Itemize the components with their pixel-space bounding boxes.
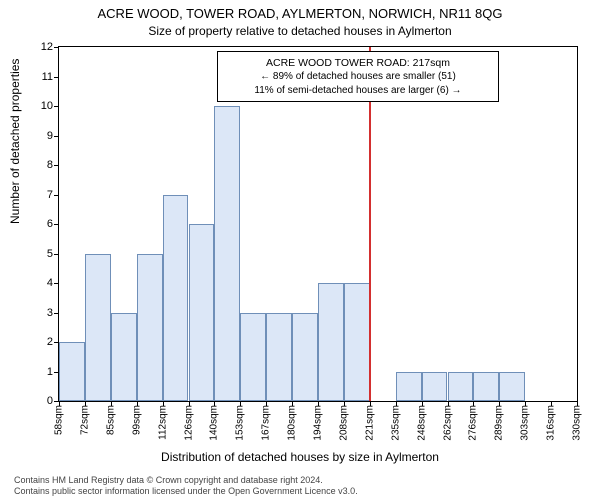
x-tick-label: 276sqm bbox=[468, 405, 479, 441]
annotation-line-larger: 11% of semi-detached houses are larger (… bbox=[225, 84, 491, 98]
x-tick-mark bbox=[163, 401, 164, 406]
x-tick-mark bbox=[59, 401, 60, 406]
chart-title-address: ACRE WOOD, TOWER ROAD, AYLMERTON, NORWIC… bbox=[0, 6, 600, 21]
x-tick-mark bbox=[499, 401, 500, 406]
histogram-bar bbox=[85, 254, 111, 402]
plot-area: 012345678910111258sqm72sqm85sqm99sqm112s… bbox=[58, 46, 578, 402]
x-tick-mark bbox=[396, 401, 397, 406]
x-tick-label: 194sqm bbox=[313, 405, 324, 441]
histogram-bar bbox=[163, 195, 189, 402]
y-tick-label: 5 bbox=[47, 248, 53, 260]
y-tick-label: 12 bbox=[41, 41, 53, 53]
histogram-bar bbox=[189, 224, 215, 401]
x-tick-label: 153sqm bbox=[235, 405, 246, 441]
footer-line-2: Contains public sector information licen… bbox=[14, 486, 358, 497]
annotation-title: ACRE WOOD TOWER ROAD: 217sqm bbox=[225, 56, 491, 70]
x-tick-mark bbox=[422, 401, 423, 406]
x-tick-label: 289sqm bbox=[494, 405, 505, 441]
histogram-bar bbox=[396, 372, 422, 402]
x-tick-label: 99sqm bbox=[131, 405, 142, 435]
footer-line-1: Contains HM Land Registry data © Crown c… bbox=[14, 475, 358, 486]
x-tick-mark bbox=[551, 401, 552, 406]
x-tick-mark bbox=[111, 401, 112, 406]
x-tick-label: 126sqm bbox=[183, 405, 194, 441]
x-tick-label: 316sqm bbox=[546, 405, 557, 441]
x-tick-mark bbox=[473, 401, 474, 406]
y-tick-mark bbox=[54, 77, 59, 78]
y-tick-mark bbox=[54, 313, 59, 314]
x-tick-mark bbox=[85, 401, 86, 406]
x-tick-label: 221sqm bbox=[364, 405, 375, 441]
x-tick-mark bbox=[370, 401, 371, 406]
x-tick-label: 235sqm bbox=[390, 405, 401, 441]
x-tick-mark bbox=[240, 401, 241, 406]
histogram-bar bbox=[292, 313, 318, 402]
y-tick-label: 6 bbox=[47, 218, 53, 230]
y-tick-label: 11 bbox=[42, 71, 53, 83]
y-tick-label: 3 bbox=[47, 307, 53, 319]
x-tick-label: 330sqm bbox=[572, 405, 583, 441]
y-tick-label: 8 bbox=[47, 159, 53, 171]
x-tick-label: 85sqm bbox=[105, 405, 116, 435]
y-tick-mark bbox=[54, 224, 59, 225]
y-axis-label: Number of detached properties bbox=[8, 59, 22, 224]
x-tick-label: 248sqm bbox=[416, 405, 427, 441]
x-tick-label: 167sqm bbox=[261, 405, 272, 441]
x-tick-label: 262sqm bbox=[442, 405, 453, 441]
x-tick-mark bbox=[344, 401, 345, 406]
footer-attribution: Contains HM Land Registry data © Crown c… bbox=[14, 475, 358, 498]
x-tick-mark bbox=[448, 401, 449, 406]
histogram-bar bbox=[111, 313, 137, 402]
x-tick-mark bbox=[318, 401, 319, 406]
x-tick-mark bbox=[525, 401, 526, 406]
x-tick-mark bbox=[137, 401, 138, 406]
histogram-bar bbox=[499, 372, 525, 402]
y-tick-mark bbox=[54, 47, 59, 48]
histogram-bar bbox=[137, 254, 163, 402]
x-tick-label: 58sqm bbox=[54, 405, 65, 435]
x-tick-label: 140sqm bbox=[209, 405, 220, 441]
y-tick-label: 2 bbox=[47, 336, 53, 348]
y-tick-mark bbox=[54, 283, 59, 284]
x-tick-label: 303sqm bbox=[520, 405, 531, 441]
y-tick-mark bbox=[54, 106, 59, 107]
y-tick-mark bbox=[54, 136, 59, 137]
histogram-bar bbox=[214, 106, 240, 401]
y-tick-label: 9 bbox=[47, 130, 53, 142]
histogram-bar bbox=[422, 372, 448, 402]
x-tick-label: 180sqm bbox=[287, 405, 298, 441]
annotation-line-smaller: ← 89% of detached houses are smaller (51… bbox=[225, 70, 491, 84]
histogram-bar bbox=[266, 313, 292, 402]
x-axis-label: Distribution of detached houses by size … bbox=[0, 450, 600, 464]
chart-subtitle: Size of property relative to detached ho… bbox=[0, 24, 600, 38]
histogram-bar bbox=[318, 283, 344, 401]
annotation-box: ACRE WOOD TOWER ROAD: 217sqm ← 89% of de… bbox=[217, 51, 499, 102]
y-tick-label: 4 bbox=[47, 277, 53, 289]
histogram-bar bbox=[448, 372, 474, 402]
x-tick-label: 72sqm bbox=[79, 405, 90, 435]
x-tick-mark bbox=[214, 401, 215, 406]
y-tick-mark bbox=[54, 165, 59, 166]
x-tick-mark bbox=[292, 401, 293, 406]
y-tick-label: 1 bbox=[47, 366, 53, 378]
histogram-bar bbox=[473, 372, 499, 402]
x-tick-mark bbox=[577, 401, 578, 406]
histogram-bar bbox=[59, 342, 85, 401]
y-tick-mark bbox=[54, 254, 59, 255]
y-tick-label: 10 bbox=[41, 100, 53, 112]
x-tick-mark bbox=[189, 401, 190, 406]
x-tick-mark bbox=[266, 401, 267, 406]
x-tick-label: 112sqm bbox=[157, 405, 168, 440]
y-tick-label: 0 bbox=[47, 395, 53, 407]
y-tick-mark bbox=[54, 195, 59, 196]
y-tick-label: 7 bbox=[47, 189, 53, 201]
histogram-bar bbox=[240, 313, 266, 402]
histogram-bar bbox=[344, 283, 370, 401]
x-tick-label: 208sqm bbox=[338, 405, 349, 441]
